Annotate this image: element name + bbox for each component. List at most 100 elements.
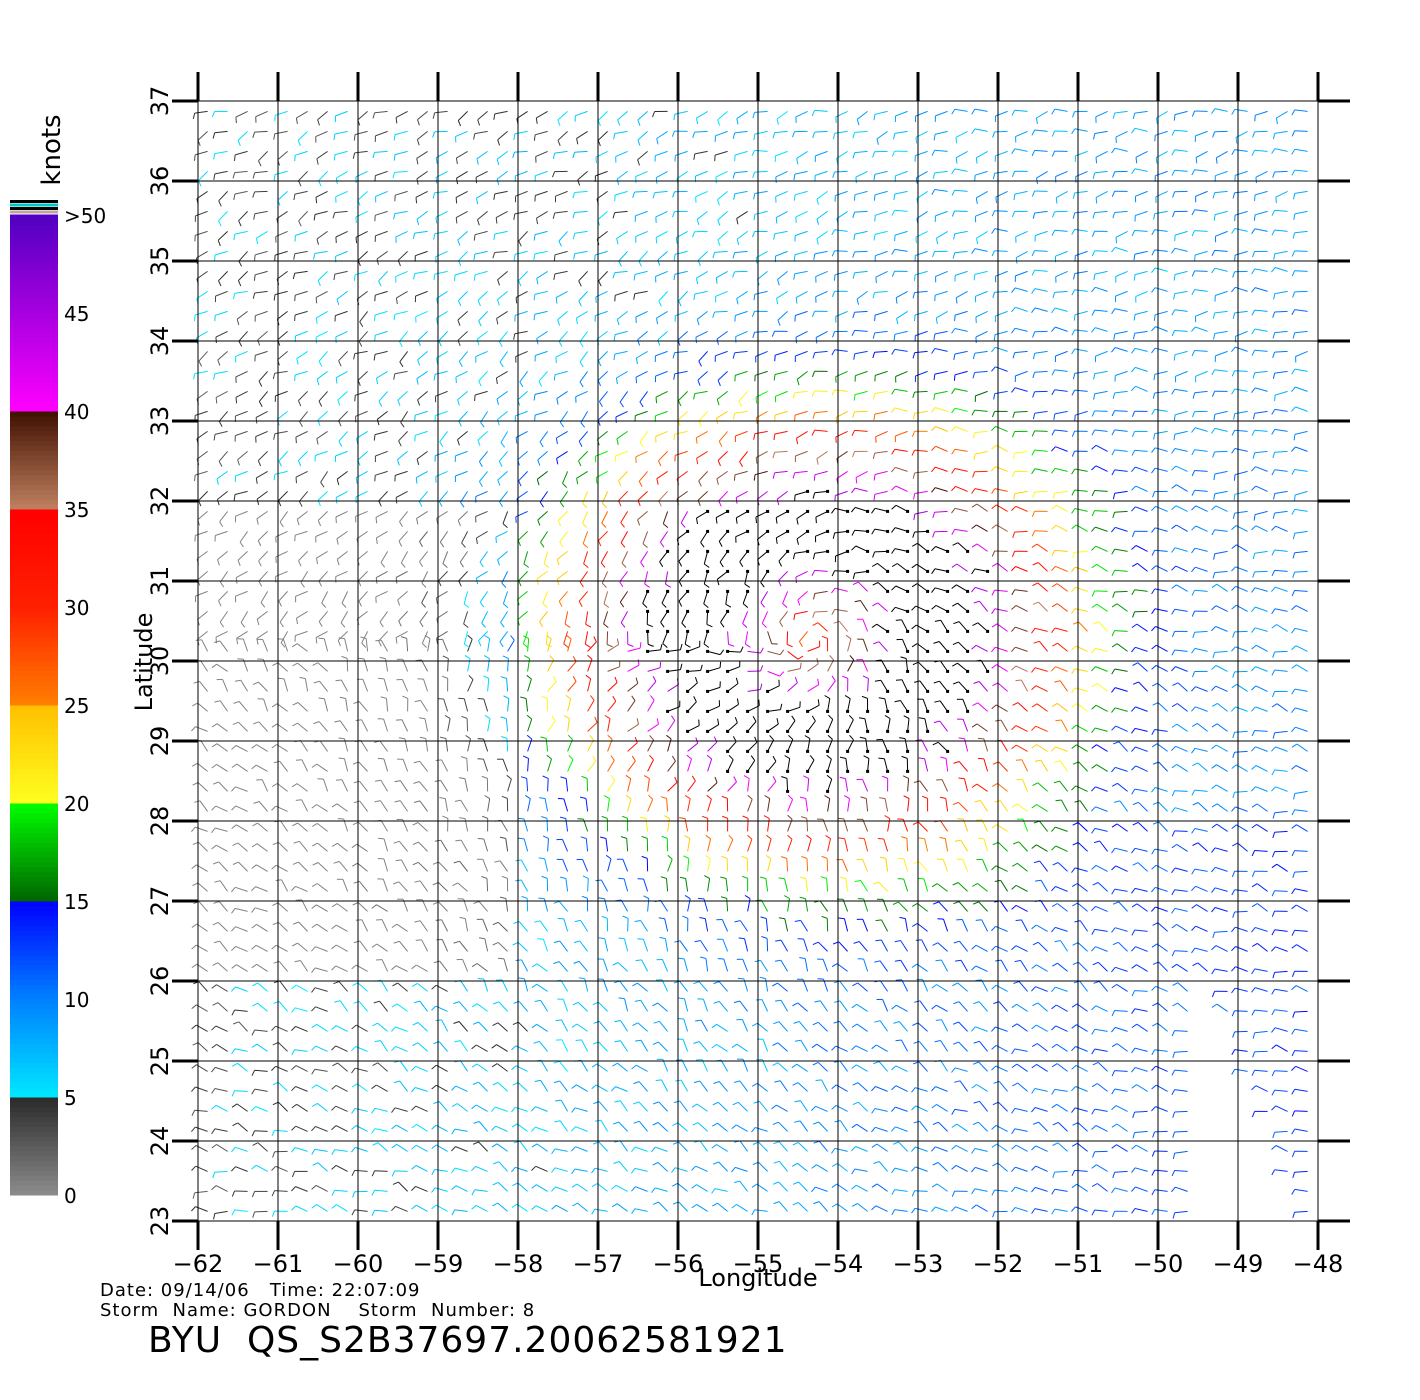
barb-flag — [831, 963, 838, 968]
barb-shaft — [1015, 725, 1028, 732]
colorbar-segment — [10, 694, 58, 701]
colorbar-segment — [10, 680, 58, 686]
wind-barb — [851, 1023, 868, 1032]
colorbar-segment — [10, 827, 58, 833]
barb-shaft — [497, 1202, 508, 1212]
barb-flag — [393, 940, 400, 944]
wind-barb — [256, 638, 269, 652]
wind-barb — [1052, 962, 1068, 972]
barb-shaft — [215, 1104, 228, 1112]
wind-barb — [763, 815, 770, 832]
barb-flag — [859, 736, 866, 739]
barb-shaft — [600, 879, 609, 892]
barb-flag — [491, 1063, 498, 1068]
wind-barb — [252, 822, 268, 832]
barb-shaft — [438, 861, 448, 872]
barb-flag — [1011, 862, 1018, 867]
barb-shaft — [374, 1189, 388, 1192]
barb-dot — [786, 729, 790, 733]
barb-flag — [674, 940, 681, 943]
barb-flag — [568, 754, 574, 760]
wind-barb — [272, 662, 288, 672]
barb-flag — [411, 1186, 416, 1192]
colorbar-segment — [10, 1140, 58, 1147]
wind-barb — [612, 962, 628, 972]
barb-shaft — [1174, 907, 1188, 912]
barb-flag — [1151, 787, 1156, 793]
barb-flag — [232, 842, 239, 847]
barb-flag — [1131, 903, 1138, 908]
barb-flag — [231, 1048, 236, 1055]
barb-shaft — [958, 1021, 968, 1032]
barb-flag — [411, 1087, 416, 1093]
barb-shaft — [1254, 730, 1268, 732]
wind-barb — [1152, 801, 1168, 812]
wind-barb — [1091, 864, 1108, 872]
colorbar-segment — [10, 670, 58, 677]
barb-shaft — [647, 739, 655, 752]
wind-barb — [661, 835, 669, 852]
barb-shaft — [839, 1020, 848, 1032]
barb-shaft — [359, 940, 369, 952]
barb-flag — [971, 1188, 976, 1195]
barb-flag — [295, 799, 302, 801]
wind-barb — [1111, 847, 1128, 854]
colorbar-segment — [10, 439, 58, 446]
wind-barb — [1132, 821, 1148, 832]
barb-shaft — [1294, 707, 1308, 712]
wind-barb — [551, 1167, 568, 1173]
barb-shaft — [1021, 919, 1029, 932]
barb-shaft — [684, 998, 689, 1012]
barb-flag — [414, 920, 421, 923]
wind-barb — [956, 919, 969, 932]
wind-barb — [826, 754, 832, 773]
barb-shaft — [360, 740, 369, 752]
wind-barb — [1011, 665, 1028, 672]
barb-flag — [1291, 743, 1298, 748]
barb-flag — [571, 1146, 576, 1152]
barb-shaft — [445, 738, 449, 752]
barb-shaft — [296, 643, 308, 652]
barb-shaft — [278, 1101, 288, 1112]
barb-shaft — [1056, 1063, 1068, 1072]
barb-flag — [398, 737, 405, 740]
wind-barb — [931, 1103, 948, 1112]
barb-flag — [578, 977, 585, 980]
barb-flag — [311, 1204, 317, 1209]
barb-flag — [911, 1190, 916, 1197]
barb-flag — [213, 1213, 216, 1220]
barb-shaft — [919, 1000, 929, 1012]
wind-barb — [1232, 750, 1248, 759]
barb-shaft — [619, 1100, 629, 1112]
barb-flag — [311, 1023, 317, 1029]
barb-dot — [906, 669, 910, 673]
barb-shaft — [1174, 1130, 1188, 1133]
barb-shaft — [1195, 885, 1208, 892]
barb-flag — [994, 800, 1001, 803]
barb-shaft — [1036, 744, 1048, 752]
colorbar-segment — [10, 640, 58, 647]
wind-barb — [593, 1020, 608, 1032]
barb-flag — [553, 1080, 560, 1084]
barb-flag — [884, 714, 891, 720]
wind-barb — [697, 897, 709, 912]
barb-dot — [886, 709, 890, 713]
barb-shaft — [336, 803, 348, 812]
barb-flag — [318, 637, 325, 640]
barb-shaft — [696, 1203, 708, 1212]
wind-barb — [353, 880, 368, 892]
wind-barb — [775, 999, 789, 1012]
barb-shaft — [276, 723, 288, 732]
barb-flag — [671, 755, 676, 762]
wind-barb — [352, 982, 368, 992]
wind-barb — [891, 1167, 908, 1174]
colorbar-segment — [10, 376, 58, 383]
barb-shaft — [255, 944, 268, 952]
barb-flag — [213, 901, 220, 904]
barb-flag — [747, 834, 753, 840]
wind-barb — [914, 1000, 929, 1012]
barb-flag — [211, 743, 218, 748]
colorbar-segment — [10, 1106, 58, 1113]
wind-barb — [731, 1166, 748, 1173]
wind-barb — [331, 1084, 348, 1092]
